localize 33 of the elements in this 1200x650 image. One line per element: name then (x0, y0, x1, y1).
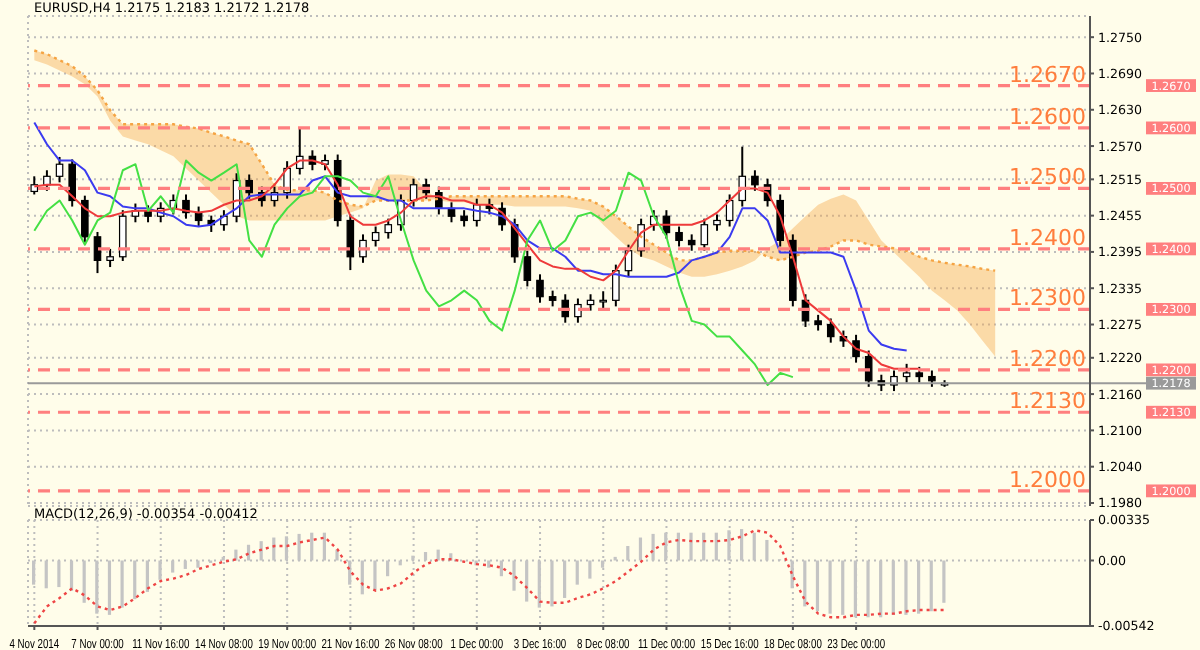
ref-line-label: 1.2670 (1009, 61, 1086, 88)
candlestick (536, 273, 544, 304)
candlestick (700, 217, 709, 252)
ref-line-label: 1.2300 (1009, 285, 1086, 312)
ref-line-label: 1.2000 (1009, 466, 1086, 493)
candlestick (574, 297, 582, 324)
candlestick (106, 247, 114, 269)
ref-line-label: 1.2130 (1009, 388, 1086, 415)
candlestick (346, 213, 355, 272)
candlestick (118, 209, 127, 262)
ref-line-label: 1.2200 (1009, 345, 1086, 372)
candlestick (599, 290, 607, 311)
candlestick (675, 225, 683, 248)
candlestick (55, 155, 64, 184)
ref-line-label: 1.2400 (1009, 224, 1086, 251)
line-series (33, 159, 794, 387)
line-series (33, 49, 997, 272)
candlestick (902, 362, 911, 384)
candlestick (30, 175, 39, 196)
candlestick (751, 169, 759, 192)
candlestick (81, 194, 89, 244)
line-series (33, 529, 946, 625)
candlestick (864, 349, 873, 388)
candlestick (776, 193, 784, 248)
line-series (33, 121, 908, 352)
ref-line-label: 1.2500 (1009, 164, 1086, 191)
candlestick (371, 225, 380, 248)
ref-line-label: 1.2600 (1009, 103, 1086, 130)
candlestick (612, 263, 620, 308)
candlestick (384, 217, 393, 240)
candlestick (68, 158, 76, 208)
candlestick (523, 249, 532, 288)
candlestick (826, 317, 835, 344)
